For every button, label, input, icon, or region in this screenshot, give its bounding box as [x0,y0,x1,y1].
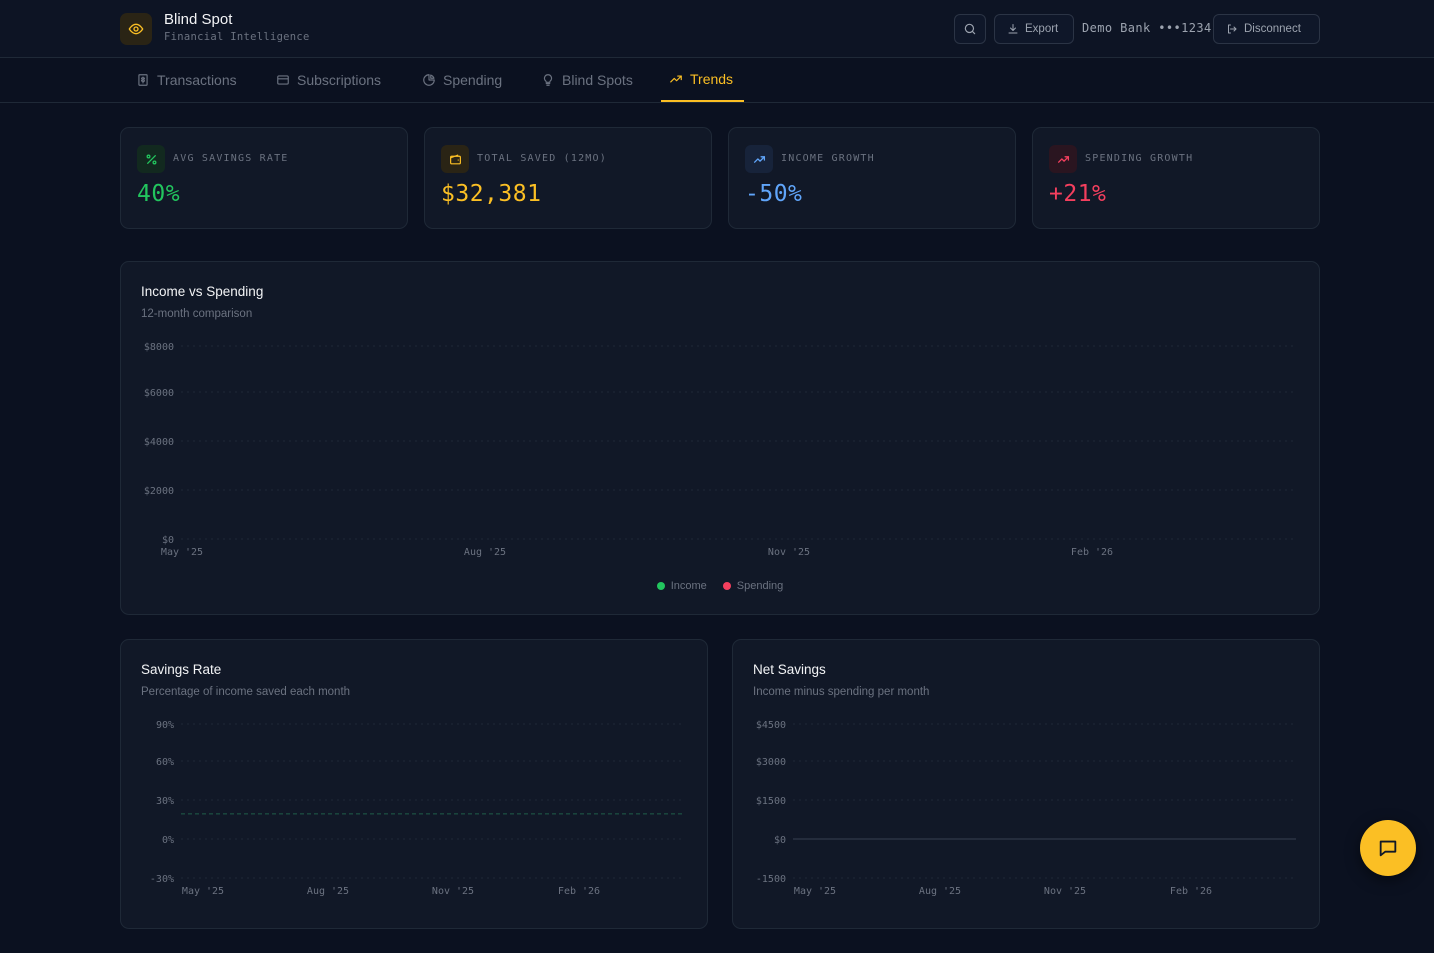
app-subtitle: Financial Intelligence [164,31,310,43]
y-tick-label: $0 [162,535,174,546]
x-tick-label: Feb '26 [558,886,600,897]
credit-card-icon [277,75,289,85]
chart-subtitle: 12-month comparison [141,308,253,320]
chat-icon [1379,840,1397,857]
bank-account-label: Demo Bank •••1234 [1082,21,1212,35]
stat-label: TOTAL SAVED (12MO) [477,153,607,164]
lightbulb-icon [543,74,553,86]
stat-label: INCOME GROWTH [781,153,875,164]
y-tick-label: $3000 [756,757,786,768]
export-button[interactable]: Export [994,14,1074,44]
app-title: Blind Spot [164,11,233,28]
y-tick-label: 90% [156,720,174,731]
receipt-icon [138,74,148,86]
x-tick-label: Aug '25 [307,886,349,897]
x-tick-label: Aug '25 [464,547,506,558]
x-tick-label: Aug '25 [919,886,961,897]
tab-transactions[interactable]: Transactions [128,58,245,102]
trending-up-icon [670,75,682,83]
legend-dot [722,582,731,590]
chart-subtitle: Income minus spending per month [753,686,930,698]
tab-bar: Transactions Subscriptions Spending Blin… [0,58,1434,103]
x-tick-label: May '25 [794,886,836,897]
legend-label: Spending [736,580,784,592]
tab-label: Subscriptions [297,72,382,88]
y-tick-label: $4000 [144,437,174,448]
savings-rate-chart: 90% 60% 30% 0% -30% May '25 Aug '25 Nov '25 Feb … [150,720,684,897]
legend-dot [656,582,665,590]
chart-title: Income vs Spending [141,284,264,299]
x-tick-label: May '25 [161,547,203,558]
x-tick-label: Feb '26 [1170,886,1212,897]
y-tick-label: $2000 [144,486,174,497]
x-tick-label: May '25 [182,886,224,897]
tab-subscriptions[interactable]: Subscriptions [268,58,389,102]
stat-label: SPENDING GROWTH [1085,153,1194,164]
trending-up-icon [1057,155,1069,163]
income-vs-spending-card: Income vs Spending 12-month comparison $… [120,261,1320,615]
percent-icon [146,154,156,164]
legend-item-income[interactable]: Income [656,580,707,592]
x-tick-label: Nov '25 [768,547,810,558]
pie-chart-icon [423,74,435,86]
stat-value: -50% [745,181,803,207]
y-tick-label: 30% [156,796,174,807]
stat-value: 40% [137,181,181,207]
logout-icon [1228,24,1237,34]
y-tick-label: $4500 [756,720,786,731]
chart-title: Savings Rate [141,662,222,677]
search-icon [964,23,976,35]
stat-card-total-saved: TOTAL SAVED (12MO) $32,381 [424,127,712,229]
stat-icon [1049,145,1077,173]
chart-subtitle: Percentage of income saved each month [141,686,351,698]
net-savings-card: Net Savings Income minus spending per mo… [732,639,1320,929]
stat-icon [137,145,165,173]
search-button[interactable] [954,14,986,44]
stat-label: AVG SAVINGS RATE [173,153,289,164]
y-tick-label: $8000 [144,342,174,353]
y-tick-label: $1500 [756,796,786,807]
download-icon [1008,24,1018,34]
tab-trends[interactable]: Trends [661,58,744,102]
app-header: Blind Spot Financial Intelligence Export… [0,0,1434,58]
eye-icon [128,23,144,35]
x-tick-label: Feb '26 [1071,547,1113,558]
export-label: Export [1025,23,1059,35]
chart-title: Net Savings [753,662,826,677]
tab-label: Blind Spots [562,72,633,88]
wallet-icon [449,154,461,164]
y-tick-label: $6000 [144,388,174,399]
tab-label: Transactions [157,72,237,88]
trending-up-icon [753,155,765,163]
brand-logo [120,13,152,45]
stat-icon [441,145,469,173]
x-tick-label: Nov '25 [432,886,474,897]
y-tick-label: -1500 [756,874,786,885]
stat-value: $32,381 [441,181,542,207]
legend-item-spending[interactable]: Spending [722,580,784,592]
chat-button[interactable] [1360,820,1416,876]
tab-spending[interactable]: Spending [414,58,510,102]
disconnect-button[interactable]: Disconnect [1213,14,1320,44]
y-tick-label: $0 [774,835,786,846]
savings-rate-card: Savings Rate Percentage of income saved … [120,639,708,929]
tab-label: Spending [443,72,503,88]
stat-card-spending-growth: SPENDING GROWTH +21% [1032,127,1320,229]
stat-card-income-growth: INCOME GROWTH -50% [728,127,1016,229]
x-tick-label: Nov '25 [1044,886,1086,897]
stat-icon [745,145,773,173]
stat-value: +21% [1049,181,1107,207]
chart-legend: Income Spending [121,580,1319,592]
net-savings-chart: $4500 $3000 $1500 $0 -1500 May '25 Aug '25 Nov … [756,720,1296,897]
y-tick-label: 60% [156,757,174,768]
stat-card-avg-savings-rate: AVG SAVINGS RATE 40% [120,127,408,229]
y-tick-label: -30% [150,874,174,885]
disconnect-label: Disconnect [1244,23,1301,35]
legend-label: Income [670,580,707,592]
tab-label: Trends [690,71,734,87]
tab-blind-spots[interactable]: Blind Spots [533,58,641,102]
y-tick-label: 0% [162,835,174,846]
